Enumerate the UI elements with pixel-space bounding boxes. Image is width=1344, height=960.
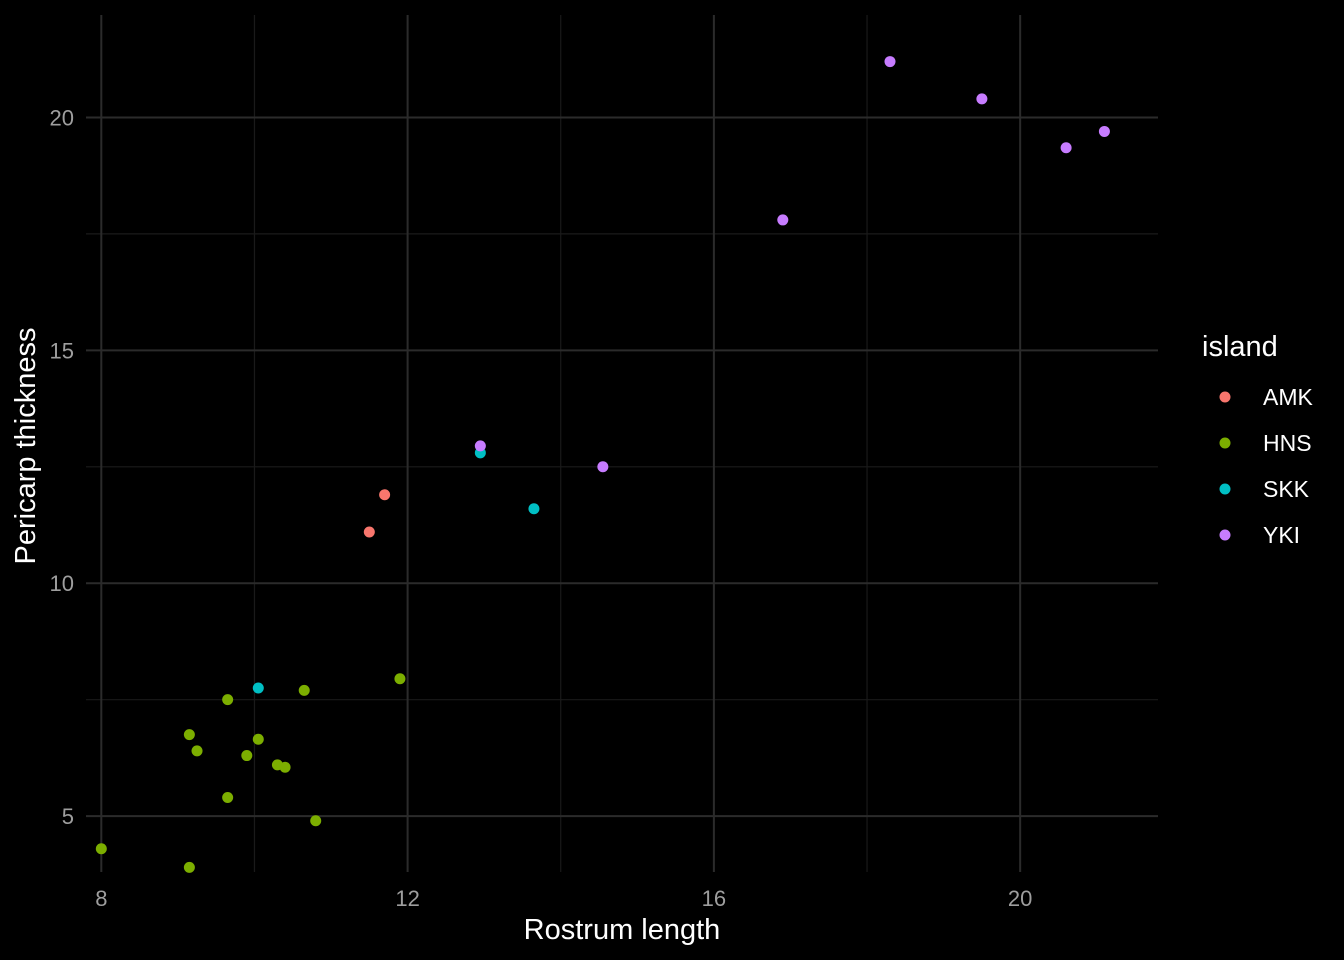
legend-key-amk [1219, 391, 1231, 403]
y-axis-title: Pericarp thickness [10, 328, 42, 565]
data-points [95, 56, 1110, 873]
legend-key-hns [1219, 437, 1231, 449]
data-point-yki [976, 93, 988, 105]
data-point-hns [222, 694, 234, 706]
legend-key-yki [1219, 529, 1231, 541]
data-point-hns [252, 733, 264, 745]
y-tick-label: 5 [62, 804, 74, 829]
x-tick-label: 20 [1008, 886, 1032, 911]
data-point-hns [95, 843, 107, 855]
data-point-yki [474, 440, 486, 452]
data-point-yki [1060, 142, 1072, 154]
data-point-hns [310, 815, 322, 827]
minor-gridlines [86, 15, 1158, 872]
data-point-yki [777, 214, 789, 226]
data-point-yki [597, 461, 609, 473]
data-point-hns [279, 761, 291, 773]
data-point-hns [183, 861, 195, 873]
legend-label-yki: YKI [1263, 522, 1300, 548]
data-point-skk [528, 503, 540, 515]
y-tick-label: 20 [50, 105, 74, 130]
legend-items: AMK HNS SKK YKI [1219, 384, 1314, 548]
legend-label-skk: SKK [1263, 476, 1310, 502]
legend-label-amk: AMK [1263, 384, 1314, 410]
major-gridlines [86, 15, 1158, 872]
data-point-skk [252, 682, 264, 694]
x-tick-label: 16 [702, 886, 726, 911]
data-point-hns [222, 791, 234, 803]
y-axis-tick-labels: 5 10 15 20 [50, 105, 74, 829]
data-point-hns [191, 745, 203, 757]
data-point-yki [884, 56, 896, 68]
data-point-hns [241, 750, 253, 762]
legend-key-skk [1219, 483, 1231, 495]
data-point-amk [379, 489, 391, 501]
legend-label-hns: HNS [1263, 430, 1312, 456]
data-point-hns [183, 729, 195, 741]
legend: island AMK HNS SKK YKI [1202, 331, 1314, 548]
x-tick-label: 8 [95, 886, 107, 911]
y-tick-label: 10 [50, 571, 74, 596]
y-tick-label: 15 [50, 338, 74, 363]
data-point-hns [298, 684, 310, 696]
data-point-yki [1098, 125, 1110, 137]
legend-title: island [1202, 331, 1278, 363]
data-point-amk [363, 526, 375, 538]
x-axis-tick-labels: 8 12 16 20 [95, 886, 1032, 911]
data-point-hns [394, 673, 406, 685]
x-axis-title: Rostrum length [524, 914, 721, 946]
x-tick-label: 12 [395, 886, 419, 911]
